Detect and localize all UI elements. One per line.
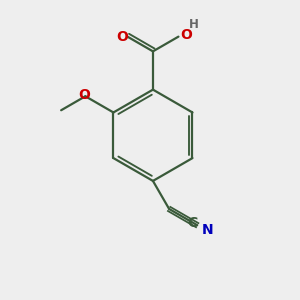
Text: O: O <box>78 88 90 102</box>
Text: O: O <box>116 30 128 44</box>
Text: N: N <box>202 224 213 238</box>
Text: O: O <box>180 28 192 42</box>
Text: H: H <box>189 18 199 31</box>
Text: C: C <box>187 216 197 230</box>
